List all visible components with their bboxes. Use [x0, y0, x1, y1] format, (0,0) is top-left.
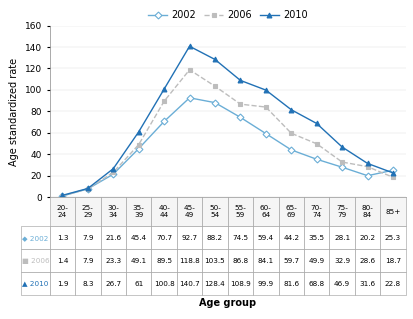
2010 [364, 161, 369, 165]
2002 [85, 187, 90, 191]
Y-axis label: Age standardized rate: Age standardized rate [9, 57, 19, 166]
Line: 2002: 2002 [60, 95, 394, 198]
2006 [85, 187, 90, 191]
2010 [288, 108, 293, 112]
2010 [212, 57, 217, 61]
2002 [339, 165, 344, 169]
2010 [60, 193, 65, 197]
2006 [212, 84, 217, 88]
2010 [85, 187, 90, 190]
2002 [136, 147, 141, 151]
Legend: 2002, 2006, 2010: 2002, 2006, 2010 [144, 6, 311, 24]
2002 [60, 194, 65, 198]
2010 [263, 88, 268, 92]
2010 [187, 44, 192, 48]
2010 [111, 167, 116, 171]
2006 [263, 105, 268, 109]
2006 [60, 194, 65, 198]
2006 [313, 142, 318, 146]
2010 [313, 122, 318, 125]
2002 [237, 115, 242, 119]
2006 [389, 175, 394, 179]
Text: Age group: Age group [199, 298, 256, 308]
2010 [339, 145, 344, 149]
2002 [212, 101, 217, 105]
2002 [111, 172, 116, 176]
2006 [187, 68, 192, 72]
2002 [389, 168, 394, 172]
2010 [237, 78, 242, 82]
2006 [111, 170, 116, 174]
2002 [288, 148, 293, 152]
2006 [339, 160, 344, 164]
2006 [288, 131, 293, 135]
2006 [136, 143, 141, 146]
2002 [263, 132, 268, 136]
2006 [364, 165, 369, 168]
2002 [364, 174, 369, 178]
2006 [161, 99, 166, 103]
Line: 2006: 2006 [60, 67, 394, 198]
2010 [389, 171, 394, 175]
2010 [161, 87, 166, 91]
2006 [237, 102, 242, 106]
2002 [313, 157, 318, 161]
2002 [187, 96, 192, 100]
Line: 2010: 2010 [60, 44, 394, 198]
2002 [161, 120, 166, 123]
2010 [136, 130, 141, 134]
